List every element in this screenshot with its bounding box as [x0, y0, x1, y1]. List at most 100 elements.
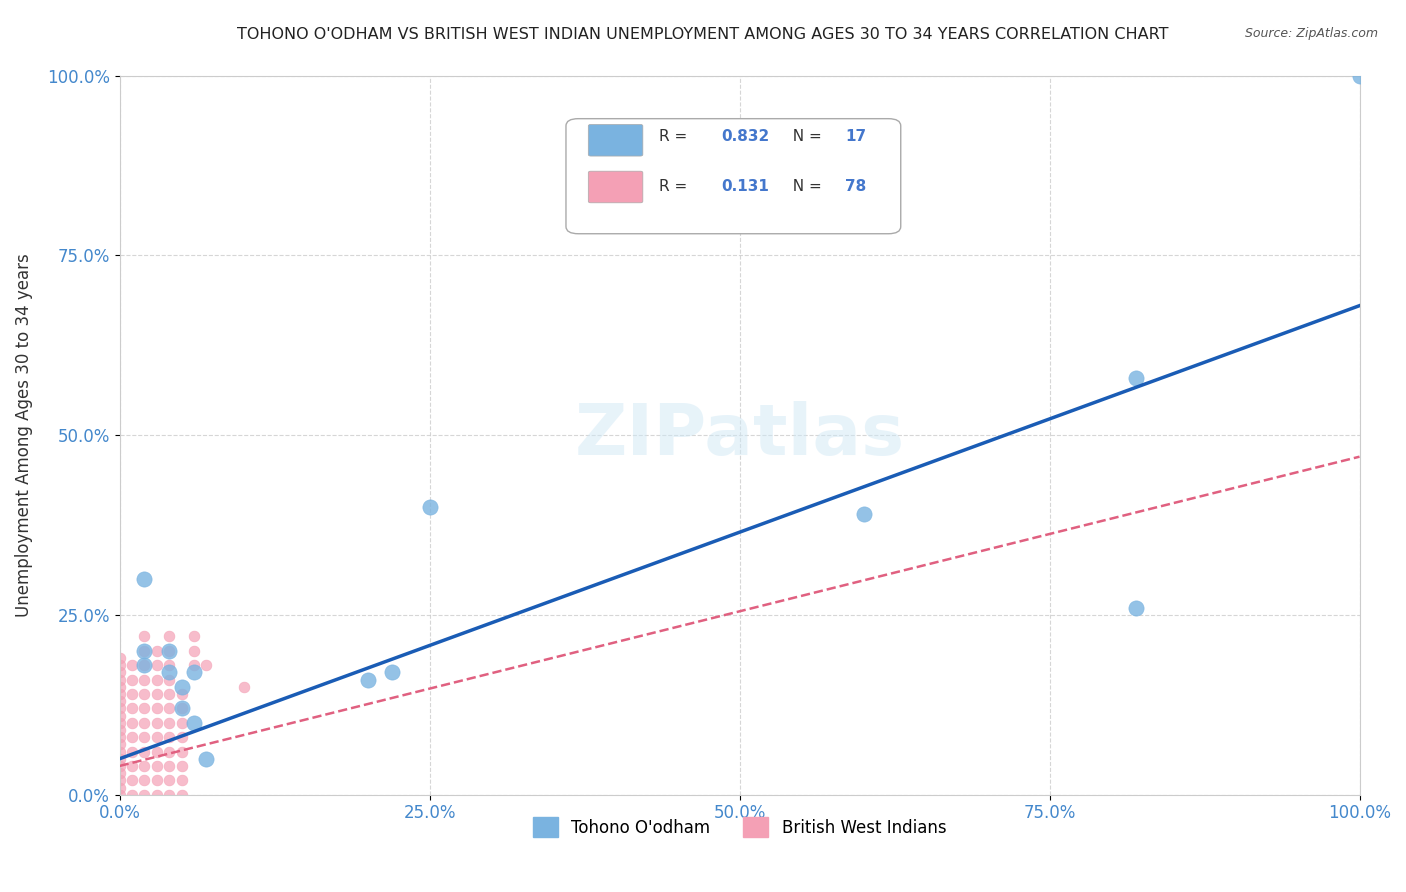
- Point: [146, 673, 169, 687]
- Point: [108, 737, 131, 751]
- Point: [108, 723, 131, 737]
- Point: [108, 752, 131, 766]
- Point: [157, 759, 180, 773]
- Point: [134, 759, 156, 773]
- Point: [146, 745, 169, 759]
- Point: [121, 673, 143, 687]
- Point: [146, 701, 169, 715]
- Text: 0.832: 0.832: [721, 129, 769, 145]
- Point: [1348, 69, 1371, 83]
- Point: [146, 788, 169, 802]
- Point: [157, 644, 180, 658]
- Point: [108, 745, 131, 759]
- Point: [157, 687, 180, 701]
- Point: [108, 673, 131, 687]
- Point: [121, 788, 143, 802]
- Point: [170, 745, 193, 759]
- Point: [146, 644, 169, 658]
- Point: [157, 673, 180, 687]
- Point: [146, 759, 169, 773]
- Point: [146, 687, 169, 701]
- Text: N =: N =: [783, 129, 827, 145]
- Text: 78: 78: [845, 179, 866, 194]
- Text: R =: R =: [659, 129, 692, 145]
- Point: [146, 715, 169, 730]
- Point: [134, 572, 156, 586]
- Point: [108, 773, 131, 788]
- Point: [170, 715, 193, 730]
- Point: [146, 658, 169, 673]
- Point: [134, 715, 156, 730]
- Text: ZIPatlas: ZIPatlas: [575, 401, 904, 469]
- Point: [170, 759, 193, 773]
- Point: [108, 658, 131, 673]
- Point: [108, 701, 131, 715]
- Point: [146, 773, 169, 788]
- Point: [134, 788, 156, 802]
- Point: [195, 658, 218, 673]
- Point: [1125, 600, 1147, 615]
- Point: [108, 788, 131, 802]
- Point: [121, 687, 143, 701]
- Text: TOHONO O'ODHAM VS BRITISH WEST INDIAN UNEMPLOYMENT AMONG AGES 30 TO 34 YEARS COR: TOHONO O'ODHAM VS BRITISH WEST INDIAN UN…: [238, 27, 1168, 42]
- Point: [121, 701, 143, 715]
- Point: [121, 759, 143, 773]
- Text: Source: ZipAtlas.com: Source: ZipAtlas.com: [1244, 27, 1378, 40]
- Point: [170, 730, 193, 744]
- Point: [183, 644, 205, 658]
- Point: [157, 773, 180, 788]
- Text: N =: N =: [783, 179, 827, 194]
- Point: [183, 630, 205, 644]
- Point: [134, 701, 156, 715]
- Point: [108, 715, 131, 730]
- Text: 0.131: 0.131: [721, 179, 769, 194]
- Point: [157, 788, 180, 802]
- Point: [195, 752, 218, 766]
- Point: [108, 759, 131, 773]
- Point: [157, 715, 180, 730]
- Point: [108, 694, 131, 708]
- Point: [134, 658, 156, 673]
- FancyBboxPatch shape: [567, 119, 901, 234]
- Point: [146, 730, 169, 744]
- Point: [157, 701, 180, 715]
- Text: R =: R =: [659, 179, 697, 194]
- Y-axis label: Unemployment Among Ages 30 to 34 years: Unemployment Among Ages 30 to 34 years: [15, 253, 32, 617]
- Legend: Tohono O'odham, British West Indians: Tohono O'odham, British West Indians: [526, 810, 953, 844]
- Point: [108, 665, 131, 680]
- Point: [381, 665, 404, 680]
- Point: [134, 687, 156, 701]
- Point: [108, 730, 131, 744]
- Point: [121, 715, 143, 730]
- Point: [157, 630, 180, 644]
- FancyBboxPatch shape: [588, 171, 643, 202]
- Point: [157, 665, 180, 680]
- Point: [108, 708, 131, 723]
- Point: [1125, 370, 1147, 384]
- Point: [108, 780, 131, 795]
- Point: [134, 730, 156, 744]
- Point: [170, 701, 193, 715]
- Point: [121, 773, 143, 788]
- Point: [157, 730, 180, 744]
- Point: [419, 500, 441, 514]
- Point: [356, 673, 378, 687]
- Point: [157, 745, 180, 759]
- Point: [108, 680, 131, 694]
- Point: [121, 745, 143, 759]
- Point: [170, 687, 193, 701]
- Point: [157, 658, 180, 673]
- Point: [108, 766, 131, 780]
- Point: [121, 730, 143, 744]
- Point: [170, 701, 193, 715]
- Point: [170, 788, 193, 802]
- Point: [183, 665, 205, 680]
- Point: [134, 658, 156, 673]
- Point: [108, 687, 131, 701]
- Point: [134, 773, 156, 788]
- Point: [134, 630, 156, 644]
- Point: [183, 658, 205, 673]
- Point: [134, 673, 156, 687]
- Text: 17: 17: [845, 129, 866, 145]
- Point: [134, 644, 156, 658]
